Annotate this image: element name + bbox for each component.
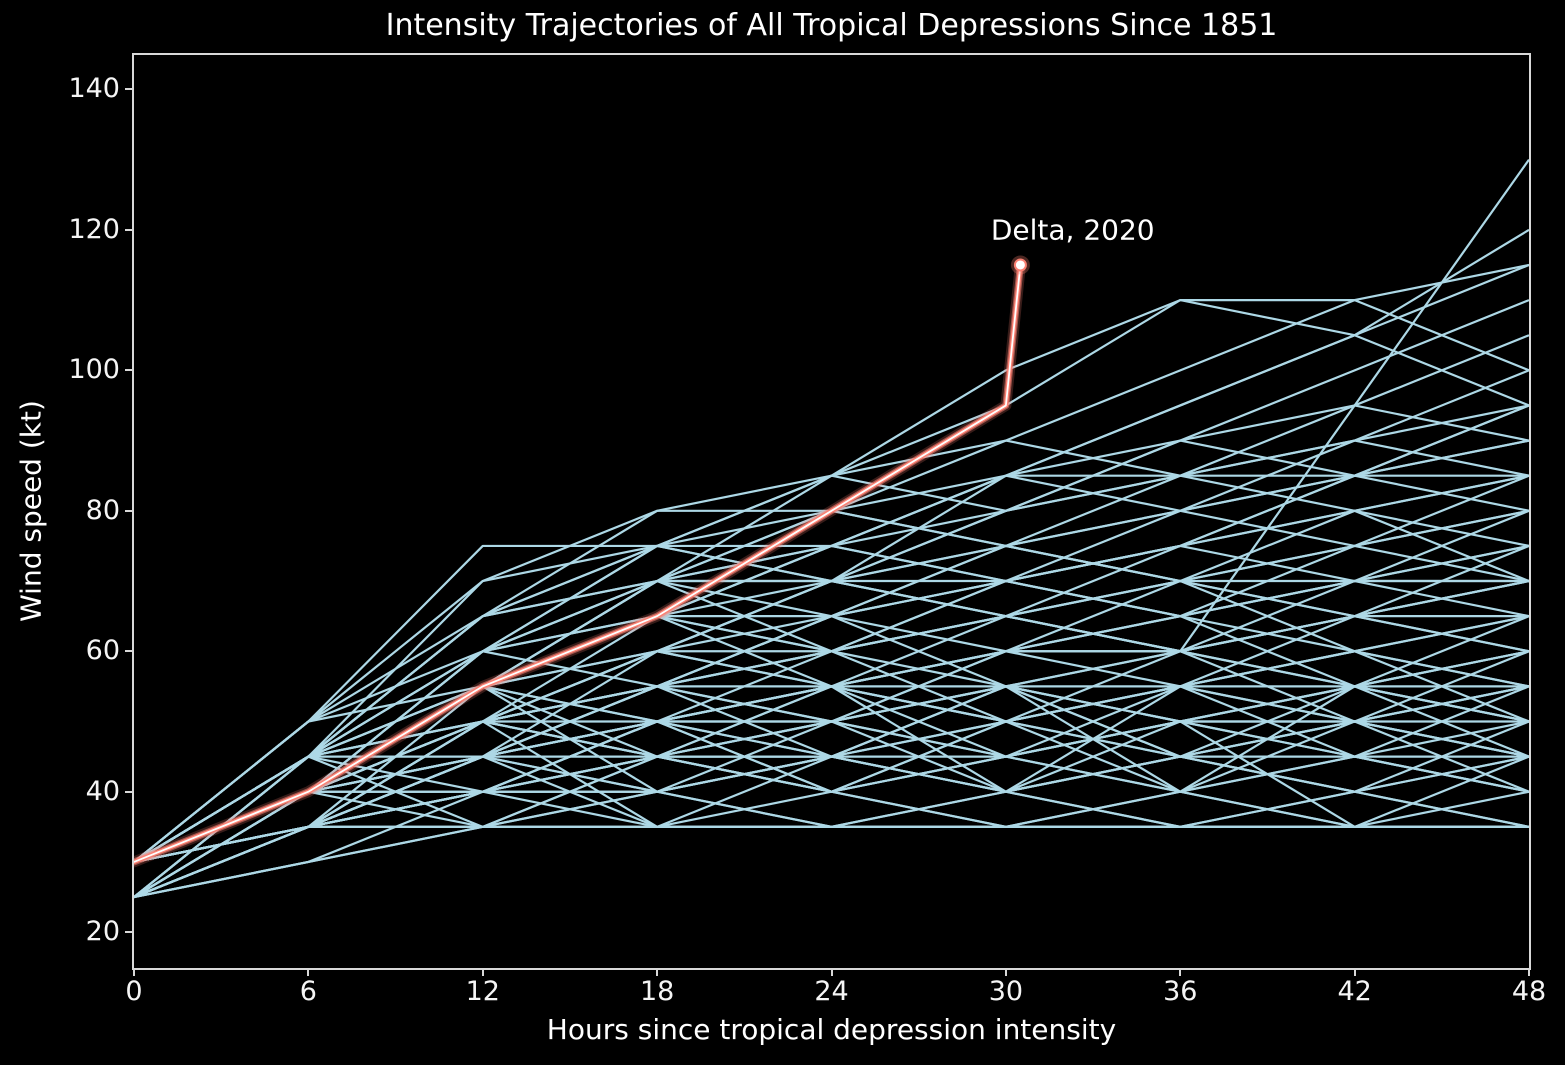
- trajectory-line: [134, 544, 1529, 863]
- x-axis-tick-label: 0: [125, 976, 143, 1007]
- x-axis-tick-label: 24: [814, 976, 849, 1007]
- y-axis-tick-label: 60: [85, 635, 120, 667]
- trajectory-line: [134, 685, 1529, 864]
- y-axis-tick-label: 20: [85, 916, 120, 948]
- trajectory-line: [134, 474, 1529, 863]
- trajectory-line: [134, 825, 1529, 864]
- x-axis-tick-mark: [481, 968, 484, 976]
- y-axis-tick-label: 120: [68, 213, 120, 245]
- highlight-annotation-label: Delta, 2020: [990, 213, 1155, 247]
- y-axis-tick-mark: [125, 88, 133, 91]
- y-axis-tick-mark: [125, 650, 133, 653]
- trajectory-line: [134, 544, 1529, 863]
- x-axis-tick-mark: [830, 968, 833, 976]
- highlight-endpoint-marker: [1015, 260, 1025, 270]
- trajectory-line: [134, 825, 1529, 899]
- highlight-line-core: [134, 264, 1022, 863]
- trajectory-line: [134, 615, 1529, 863]
- y-axis-tick-label: 80: [85, 494, 120, 526]
- x-axis-tick-label: 30: [988, 976, 1024, 1007]
- plot-area-svg: [134, 159, 1529, 899]
- trajectory-line: [134, 615, 1529, 863]
- x-axis-tick-mark: [656, 968, 659, 976]
- trajectory-line: [134, 509, 1529, 899]
- y-axis-label: Wind speed (kt): [14, 400, 48, 622]
- y-axis-tick-mark: [125, 509, 133, 512]
- trajectory-line: [134, 544, 1529, 863]
- trajectory-line: [134, 825, 1529, 864]
- trajectory-line: [134, 544, 1529, 863]
- y-axis-tick-mark: [125, 790, 133, 793]
- trajectory-line: [134, 790, 1529, 899]
- trajectory-line: [134, 650, 1529, 899]
- x-axis-tick-mark: [1353, 968, 1356, 976]
- x-axis-tick-label: 12: [465, 976, 500, 1007]
- trajectory-line: [134, 615, 1529, 863]
- x-axis-tick-label: 48: [1511, 976, 1547, 1007]
- x-axis-tick-mark: [307, 968, 310, 976]
- trajectory-line: [134, 720, 1529, 899]
- trajectory-line: [134, 474, 1529, 863]
- trajectory-line: [134, 404, 1529, 863]
- x-axis-label: Hours since tropical depression intensit…: [546, 1013, 1117, 1046]
- trajectory-line: [134, 544, 1529, 863]
- trajectory-line: [134, 404, 1529, 863]
- y-axis-tick-label: 40: [85, 775, 120, 807]
- chart-title: Intensity Trajectories of All Tropical D…: [385, 8, 1278, 43]
- trajectory-line: [134, 720, 1529, 899]
- trajectory-line: [134, 615, 1529, 864]
- y-axis-tick-mark: [125, 228, 133, 231]
- trajectory-line: [134, 474, 1529, 863]
- x-axis-tick-mark: [1004, 968, 1007, 976]
- x-axis-tick-mark: [133, 968, 135, 976]
- trajectory-line: [134, 720, 1529, 899]
- x-axis-tick-label: 18: [639, 976, 675, 1007]
- x-axis-tick-mark: [1179, 968, 1182, 976]
- trajectory-line: [134, 404, 1529, 863]
- y-axis-tick-label: 100: [68, 354, 120, 386]
- trajectory-line: [134, 579, 1529, 899]
- x-axis-tick-label: 6: [299, 976, 317, 1007]
- x-axis-tick-mark: [1528, 968, 1530, 976]
- x-axis-tick-label: 42: [1337, 976, 1372, 1007]
- y-axis-tick-label: 140: [68, 73, 120, 105]
- y-axis-tick-mark: [125, 369, 133, 372]
- y-axis-tick-mark: [125, 931, 133, 934]
- trajectory-line: [134, 615, 1529, 863]
- trajectory-line: [134, 509, 1529, 898]
- trajectory-line: [134, 299, 1529, 899]
- x-axis-tick-label: 36: [1163, 976, 1198, 1007]
- trajectory-line: [134, 509, 1529, 899]
- trajectory-line: [134, 544, 1529, 863]
